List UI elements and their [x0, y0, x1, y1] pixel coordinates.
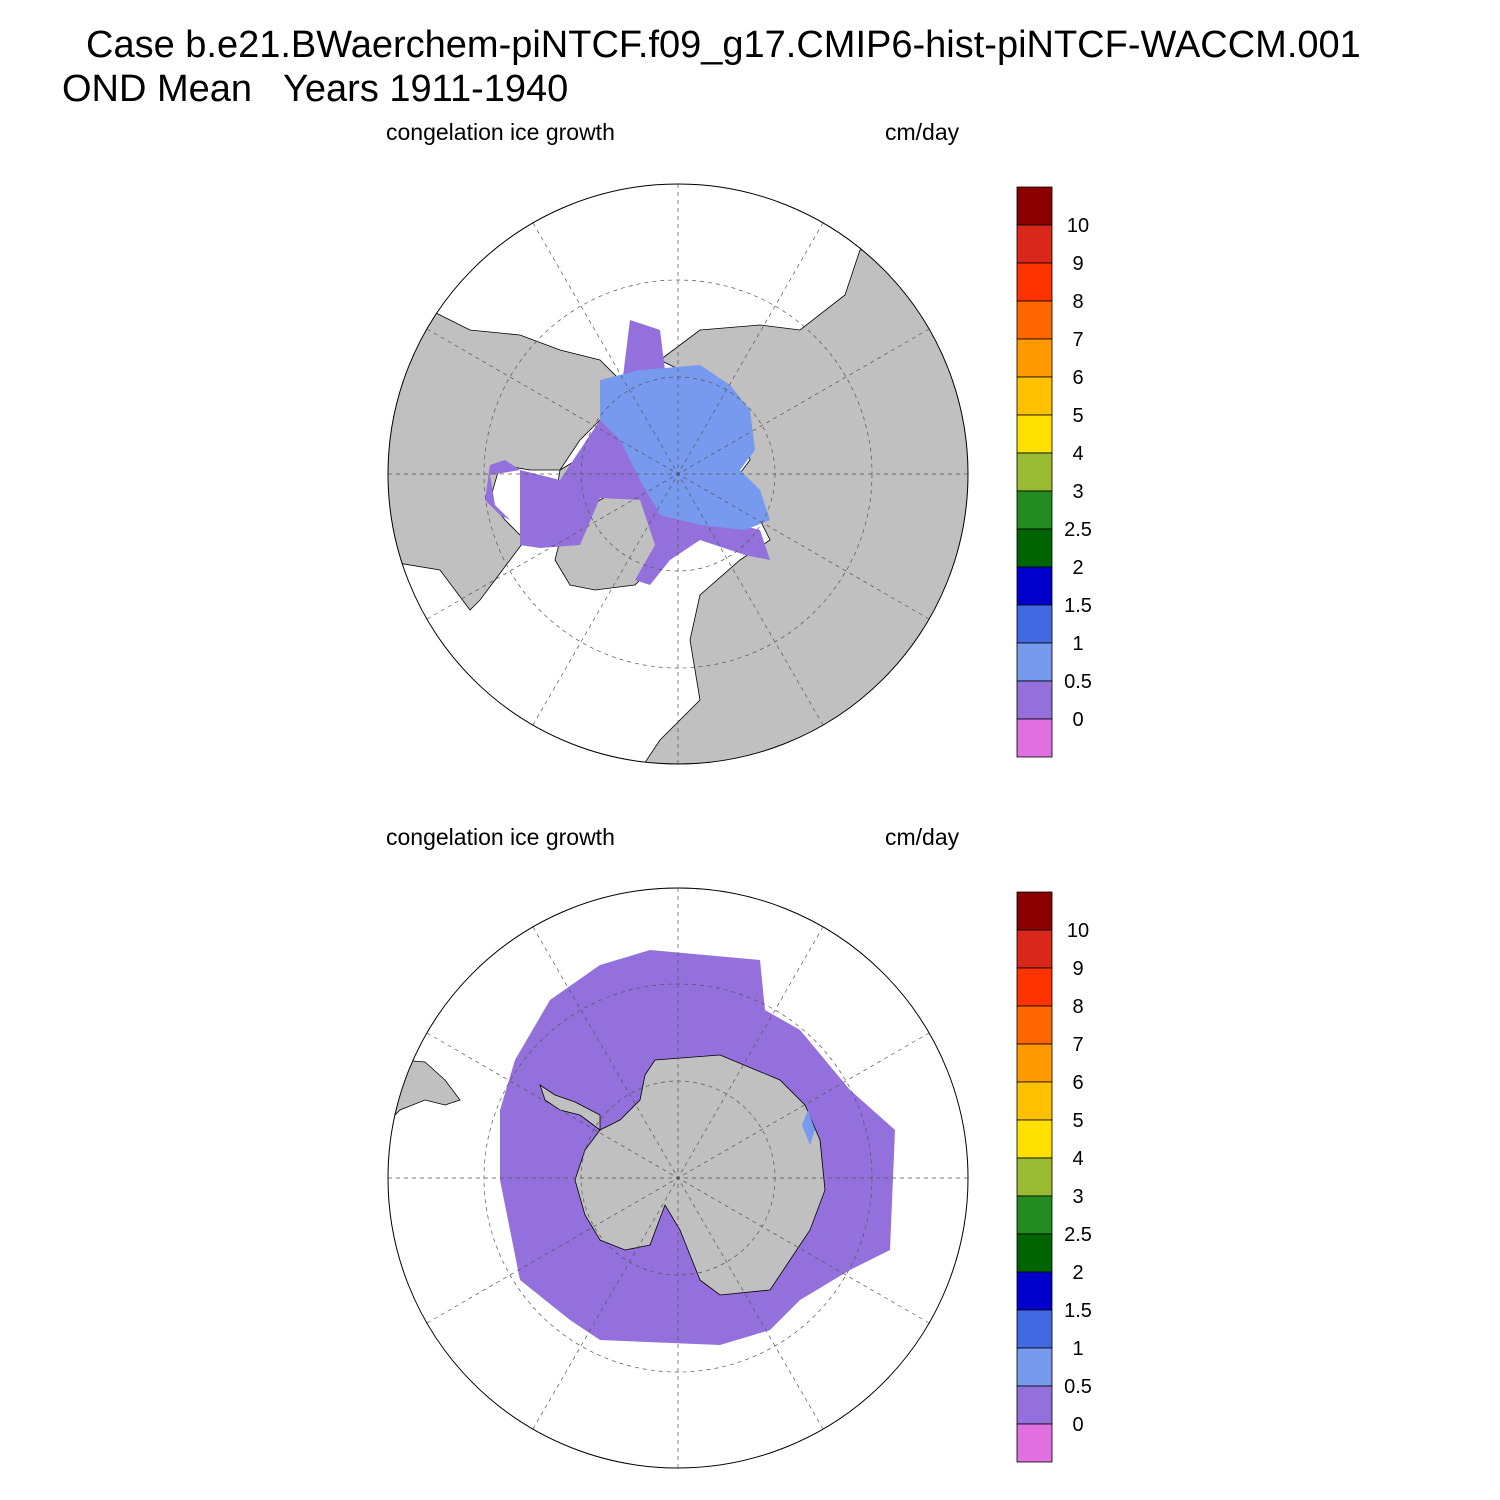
south-colorbar-label-9: 2 — [1072, 1262, 1083, 1284]
north-colorbar-box-10 — [1016, 566, 1053, 606]
south-polar-map — [388, 888, 968, 1468]
north-colorbar-label-10: 1.5 — [1064, 595, 1092, 617]
south-colorbar-label-6: 4 — [1072, 1148, 1083, 1170]
north-land-eurasia — [639, 249, 968, 764]
north-colorbar-box-6 — [1016, 414, 1053, 454]
south-colorbar-label-4: 6 — [1072, 1072, 1083, 1094]
south-colorbar-label-7: 3 — [1072, 1186, 1083, 1208]
north-colorbar-box-5 — [1016, 376, 1053, 416]
south-colorbar-box-14 — [1016, 1423, 1053, 1463]
figure-title-period: OND Mean Years 1911-1940 — [62, 68, 569, 110]
north-colorbar-box-9 — [1016, 528, 1053, 568]
north-colorbar-label-6: 4 — [1072, 443, 1083, 465]
north-colorbar-label-7: 3 — [1072, 481, 1083, 503]
south-colorbar-label-1: 9 — [1072, 958, 1083, 980]
south-land-peninsula — [539, 1084, 601, 1131]
south-panel-variable-label: congelation ice growth — [386, 824, 615, 850]
north-colorbar-label-12: 0.5 — [1064, 671, 1092, 693]
south-colorbar-box-10 — [1016, 1271, 1053, 1311]
south-colorbar-box-7 — [1016, 1157, 1053, 1197]
north-colorbar-label-11: 1 — [1072, 633, 1083, 655]
north-colorbar-box-3 — [1016, 300, 1053, 340]
north-colorbar-box-13 — [1016, 680, 1053, 720]
south-colorbar-label-12: 0.5 — [1064, 1376, 1092, 1398]
north-colorbar-label-9: 2 — [1072, 557, 1083, 579]
south-colorbar-label-3: 7 — [1072, 1034, 1083, 1056]
south-colorbar-label-13: 0 — [1072, 1414, 1083, 1436]
south-colorbar-label-2: 8 — [1072, 996, 1083, 1018]
south-map-border — [387, 887, 969, 1469]
south-sea-ice-mid — [802, 1110, 815, 1145]
north-colorbar-box-11 — [1016, 604, 1053, 644]
south-colorbar-box-5 — [1016, 1081, 1053, 1121]
north-panel-units-label: cm/day — [885, 119, 960, 145]
north-colorbar-box-12 — [1016, 642, 1053, 682]
north-colorbar-box-0 — [1016, 186, 1053, 226]
north-colorbar-box-7 — [1016, 452, 1053, 492]
north-colorbar-label-4: 6 — [1072, 367, 1083, 389]
north-colorbar-box-8 — [1016, 490, 1053, 530]
north-colorbar-label-5: 5 — [1072, 405, 1083, 427]
south-colorbar-box-6 — [1016, 1119, 1053, 1159]
south-colorbar-box-11 — [1016, 1309, 1053, 1349]
south-colorbar: 10 9 8 7 6 5 4 3 2.5 2 1.5 1 0.5 0 — [1016, 891, 1092, 1463]
north-polar-map — [388, 184, 968, 764]
north-colorbar-label-2: 8 — [1072, 291, 1083, 313]
south-colorbar-box-13 — [1016, 1385, 1053, 1425]
north-colorbar-box-2 — [1016, 262, 1053, 302]
north-map-border — [387, 183, 969, 765]
south-colorbar-box-1 — [1016, 929, 1053, 969]
south-colorbar-box-8 — [1016, 1195, 1053, 1235]
south-colorbar-box-3 — [1016, 1005, 1053, 1045]
north-sea-ice-mid — [600, 365, 770, 530]
north-colorbar-label-0: 10 — [1067, 215, 1089, 237]
north-colorbar-label-3: 7 — [1072, 329, 1083, 351]
north-colorbar-label-13: 0 — [1072, 709, 1083, 731]
south-colorbar-box-9 — [1016, 1233, 1053, 1273]
north-colorbar-box-4 — [1016, 338, 1053, 378]
south-colorbar-box-4 — [1016, 1043, 1053, 1083]
north-panel-variable-label: congelation ice growth — [386, 119, 615, 145]
south-colorbar-label-0: 10 — [1067, 920, 1089, 942]
south-colorbar-label-5: 5 — [1072, 1110, 1083, 1132]
south-colorbar-label-8: 2.5 — [1064, 1224, 1092, 1246]
figure-title-case: Case b.e21.BWaerchem-piNTCF.f09_g17.CMIP… — [86, 24, 1361, 66]
south-colorbar-label-10: 1.5 — [1064, 1300, 1092, 1322]
north-colorbar-box-1 — [1016, 224, 1053, 264]
north-colorbar-label-1: 9 — [1072, 253, 1083, 275]
north-colorbar-label-8: 2.5 — [1064, 519, 1092, 541]
south-colorbar-box-2 — [1016, 967, 1053, 1007]
north-colorbar-box-14 — [1016, 718, 1053, 758]
north-colorbar: 10 9 8 7 6 5 4 3 2.5 2 1.5 1 0.5 0 — [1016, 186, 1092, 758]
south-colorbar-box-0 — [1016, 891, 1053, 931]
south-colorbar-box-12 — [1016, 1347, 1053, 1387]
south-colorbar-label-11: 1 — [1072, 1338, 1083, 1360]
south-panel-units-label: cm/day — [885, 824, 960, 850]
